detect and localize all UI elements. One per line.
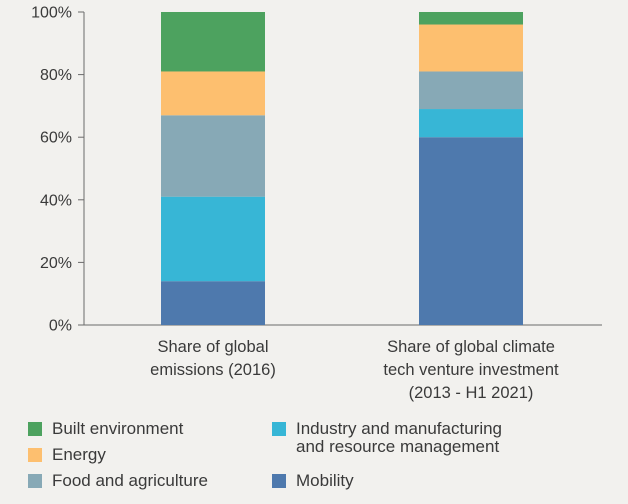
legend-label: Mobility bbox=[296, 471, 354, 490]
legend-swatch-built-environment bbox=[28, 422, 42, 436]
legend: Built environment Energy Food and agricu… bbox=[0, 416, 628, 504]
legend-swatch-food-and-agriculture bbox=[28, 474, 42, 488]
x-category-label: Share of global bbox=[158, 338, 269, 356]
x-category-label: (2013 - H1 2021) bbox=[409, 384, 534, 402]
bar-segment bbox=[161, 115, 265, 197]
bar-segment bbox=[161, 281, 265, 325]
legend-swatch-industry-manufacturing bbox=[272, 422, 286, 436]
legend-item-industry-manufacturing: Industry and manufacturing and resource … bbox=[272, 420, 502, 456]
stacked-bar-chart: 0% 20% 40% 60% 80% 100% Share of global emissio… bbox=[31, 5, 602, 402]
y-tick-label: 0% bbox=[49, 318, 72, 335]
legend-label: Built environment bbox=[52, 419, 184, 438]
y-tick-label: 40% bbox=[40, 192, 72, 209]
legend-swatch-energy bbox=[28, 448, 42, 462]
bar-segment bbox=[161, 196, 265, 282]
bar-segment bbox=[419, 137, 523, 325]
legend-item-energy: Energy bbox=[28, 446, 106, 464]
y-tick-label: 60% bbox=[40, 130, 72, 147]
x-category-label: emissions (2016) bbox=[150, 361, 276, 379]
y-tick-label: 80% bbox=[40, 67, 72, 84]
bar-segment bbox=[419, 24, 523, 72]
legend-label: Energy bbox=[52, 445, 106, 464]
bar-segment bbox=[419, 71, 523, 110]
x-category-label: Share of global climate bbox=[387, 338, 555, 356]
bar-segment bbox=[161, 71, 265, 116]
bar-segment bbox=[419, 12, 523, 25]
bar-segment bbox=[161, 12, 265, 72]
legend-swatch-mobility bbox=[272, 474, 286, 488]
legend-label: Food and agriculture bbox=[52, 471, 208, 490]
y-tick-label: 100% bbox=[31, 5, 72, 22]
legend-item-mobility: Mobility bbox=[272, 472, 354, 490]
y-tick-label: 20% bbox=[40, 255, 72, 272]
x-category-label: tech venture investment bbox=[383, 361, 559, 379]
legend-item-food-and-agriculture: Food and agriculture bbox=[28, 472, 208, 490]
bar-segment bbox=[419, 109, 523, 138]
legend-item-built-environment: Built environment bbox=[28, 420, 183, 438]
legend-label: Industry and manufacturing and resource … bbox=[296, 419, 503, 456]
